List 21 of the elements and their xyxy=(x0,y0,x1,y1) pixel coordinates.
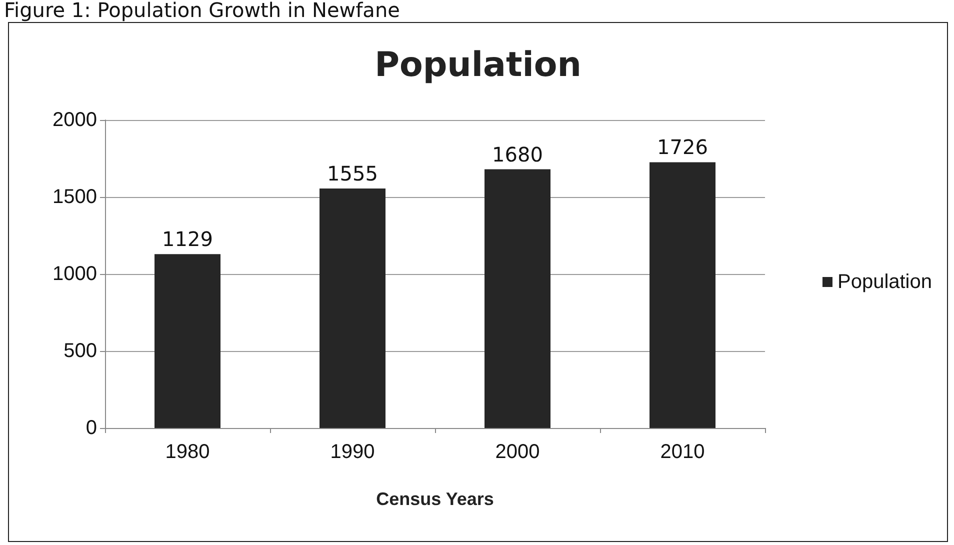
x-tick-label: 1980 xyxy=(165,441,210,463)
chart-title: Population xyxy=(374,45,582,85)
bar xyxy=(484,169,550,428)
y-tick-label: 1500 xyxy=(52,186,97,208)
legend-label: Population xyxy=(837,271,932,293)
x-tick-label: 1990 xyxy=(330,441,375,463)
data-label: 1726 xyxy=(657,135,708,160)
y-tick-label: 0 xyxy=(86,417,97,439)
data-label: 1129 xyxy=(162,227,213,252)
y-tick-label: 1000 xyxy=(52,263,97,285)
bar xyxy=(650,162,716,428)
data-label: 1555 xyxy=(327,162,378,186)
bar xyxy=(154,254,220,428)
bar xyxy=(320,188,386,428)
x-axis-title: Census Years xyxy=(376,489,494,509)
y-tick-label: 500 xyxy=(64,340,97,362)
y-tick-label: 2000 xyxy=(52,109,97,131)
data-label: 1680 xyxy=(492,142,543,166)
caption: Figure 1: Population Growth in Newfane xyxy=(4,0,400,22)
x-tick-label: 2010 xyxy=(660,441,705,463)
x-tick-label: 2000 xyxy=(495,441,540,463)
